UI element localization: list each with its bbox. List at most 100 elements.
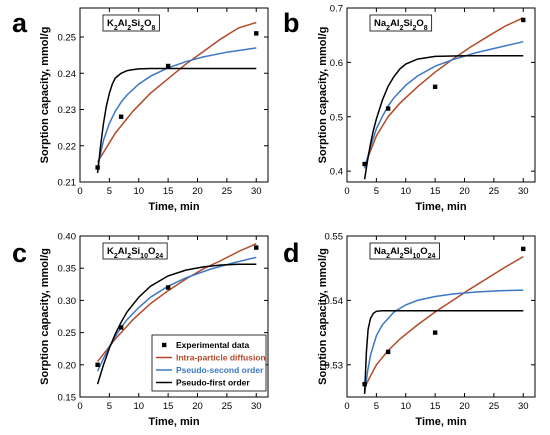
- y-tick-label: 0.40: [58, 232, 77, 243]
- compound-box: [369, 14, 433, 32]
- compound-subscript: 2: [127, 253, 131, 260]
- series-group: [96, 243, 257, 385]
- y-tick-label: 0.54: [325, 296, 344, 307]
- compound-subscript: 2: [140, 25, 144, 32]
- compound-element: O: [416, 18, 423, 29]
- y-tick-label: 0.7: [330, 4, 343, 15]
- experimental-point: [165, 285, 171, 290]
- compound-subscript: 8: [424, 25, 428, 32]
- legend-label-pseudo-second-order: Pseudo-second order: [176, 365, 264, 375]
- x-tick-label: 0: [344, 401, 349, 412]
- legend-box: [151, 334, 267, 392]
- x-tick-label: 10: [133, 186, 144, 197]
- x-tick-label: 10: [400, 186, 411, 197]
- plot-frame: [79, 235, 269, 398]
- x-tick-label: 15: [430, 186, 441, 197]
- panel-c: c 0 5 10 15 20 25 30 0.15 0.20 0.25 0.30 0.35 0.40 Tim…: [12, 232, 269, 428]
- compound-element: Al: [390, 246, 400, 257]
- compound-subscript: 2: [386, 25, 390, 32]
- compound-label: K2Al2Si10O24: [107, 246, 163, 260]
- y-axis-title: Sorption capacity, mmol/g: [317, 248, 329, 385]
- x-tick-label: 10: [133, 401, 144, 412]
- y-tick-label: 0.24: [58, 69, 77, 80]
- y-tick-label: 0.53: [325, 360, 344, 371]
- x-tick-label: 5: [374, 401, 379, 412]
- compound-element: O: [144, 18, 151, 29]
- x-axis-title: Time, min: [148, 201, 199, 213]
- series-line-intra-particle-diffusion: [96, 21, 257, 163]
- y-tick-label: 0.21: [58, 178, 77, 189]
- experimental-point: [385, 349, 391, 355]
- series-group: [363, 17, 524, 180]
- legend-marker: [162, 342, 167, 348]
- compound-subscript: 2: [400, 253, 404, 260]
- compound-element: O: [148, 246, 155, 257]
- series-line-intra-particle-diffusion: [363, 17, 524, 166]
- x-axis-title: Time, min: [415, 201, 466, 213]
- x-tick-label: 20: [192, 186, 203, 197]
- x-tick-label: 10: [400, 401, 411, 412]
- y-tick-label: 0.25: [58, 33, 77, 44]
- series-line-pseudo-first-order: [96, 67, 257, 173]
- series-line-pseudo-second-order: [363, 40, 524, 169]
- experimental-point: [362, 381, 367, 387]
- x-axis-title: Time, min: [148, 416, 199, 428]
- x-tick-label: 30: [518, 186, 529, 197]
- series-line-intra-particle-diffusion: [97, 243, 257, 363]
- series-group: [96, 21, 257, 173]
- compound-subscript: 2: [114, 253, 118, 260]
- series-line-pseudo-second-order: [96, 47, 257, 168]
- compound-element: Si: [403, 18, 412, 29]
- series-line-pseudo-first-order: [363, 55, 524, 180]
- series-group: [363, 255, 524, 394]
- experimental-point: [165, 63, 171, 69]
- series-line-pseudo-first-order: [96, 263, 257, 385]
- x-tick-label: 30: [251, 186, 262, 197]
- x-axis-title: Time, min: [415, 416, 466, 428]
- x-tick-label: 20: [459, 186, 470, 197]
- panel-a: a 0 5 10 15 20 25 30 0.21 0.22 0.23 0.24 0.25 Time, m…: [12, 7, 269, 213]
- experimental-point: [254, 245, 259, 250]
- x-tick-label: 0: [344, 186, 349, 197]
- y-tick-label: 0.4: [330, 167, 343, 178]
- compound-element: Si: [131, 246, 140, 257]
- compound-element: K: [107, 18, 114, 29]
- x-tick-label: 5: [107, 186, 112, 197]
- compound-subscript: 2: [400, 25, 404, 32]
- compound-element: K: [107, 246, 114, 257]
- compound-subscript: 2: [114, 25, 118, 32]
- x-tick-label: 25: [222, 401, 233, 412]
- y-axis-title: Sorption capacity, mmol/g: [39, 27, 51, 164]
- x-tick-label: 30: [251, 401, 262, 412]
- compound-box: [369, 242, 440, 260]
- plot-frame: [346, 235, 536, 398]
- experimental-point: [95, 165, 100, 170]
- plot-frame: [346, 7, 536, 183]
- x-tick-label: 25: [222, 186, 233, 197]
- y-tick-label: 0.20: [58, 360, 77, 371]
- legend-label-experimental-data: Experimental data: [176, 340, 249, 350]
- y-axis-title: Sorption capacity, mmol/g: [39, 248, 51, 385]
- legend: Experimental data Intra-particle diffusio…: [151, 334, 267, 392]
- x-tick-label: 20: [192, 401, 203, 412]
- panel-letter: b: [283, 8, 300, 38]
- x-tick-label: 5: [374, 186, 379, 197]
- compound-element: Na: [374, 18, 387, 29]
- compound-subscript: 2: [412, 25, 416, 32]
- panel-b: b 0 5 10 15 20 25 30 0.4 0.5 0.6 0.7 Time, min Sorpti…: [283, 4, 536, 213]
- legend-label-pseudo-first-order: Pseudo-first order: [176, 378, 250, 388]
- compound-subscript: 2: [386, 253, 390, 260]
- series-line-pseudo-second-order: [363, 289, 524, 394]
- x-tick-label: 15: [163, 401, 174, 412]
- y-tick-label: 0.15: [58, 393, 77, 404]
- compound-element: Na: [374, 246, 387, 257]
- experimental-point: [362, 161, 367, 167]
- y-axis-title: Sorption capacity, mmol/g: [317, 27, 329, 164]
- compound-label: Na2Al2Si2O8: [374, 18, 428, 32]
- y-tick-label: 0.22: [58, 141, 77, 152]
- compound-element: Al: [118, 246, 128, 257]
- compound-box: [102, 14, 160, 32]
- x-tick-label: 20: [459, 401, 470, 412]
- compound-element: O: [420, 246, 427, 257]
